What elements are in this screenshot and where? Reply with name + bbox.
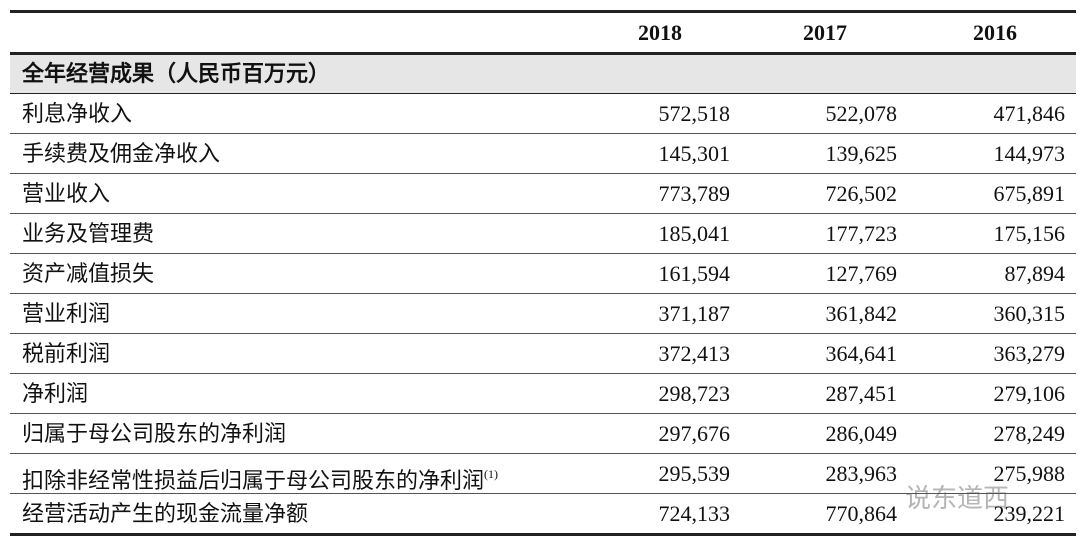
row-label: 营业收入: [22, 174, 110, 214]
row-label: 资产减值损失: [22, 254, 154, 294]
row-label-text: 净利润: [22, 381, 89, 406]
column-header: 2018: [638, 20, 682, 45]
cell-value: 297,676: [658, 421, 731, 446]
cell-value: 773,789: [658, 181, 731, 206]
row-rule: [10, 213, 1076, 214]
row-label: 手续费及佣金净收入: [22, 134, 220, 174]
row-rule: [10, 253, 1076, 254]
cell-value: 371,187: [658, 301, 731, 326]
cell-value: 724,133: [658, 501, 731, 526]
row-label: 净利润: [22, 374, 88, 414]
column-header: 2017: [803, 20, 847, 45]
row-rule: [10, 333, 1076, 334]
bottom-rule: [10, 533, 1076, 536]
cell-value: 87,894: [1004, 261, 1066, 286]
row-label-text: 利息净收入: [22, 101, 133, 126]
row-rule: [10, 373, 1076, 374]
cell-value: 522,078: [825, 101, 898, 126]
cell-value: 127,769: [825, 261, 898, 286]
row-label: 利息净收入: [22, 94, 132, 134]
cell-value: 239,221: [993, 501, 1066, 526]
row-label-text: 手续费及佣金净收入: [22, 141, 221, 166]
header-rule: [10, 52, 1076, 55]
row-label: 税前利润: [22, 334, 110, 374]
cell-value: 283,963: [825, 461, 898, 486]
section-rule: [10, 93, 1076, 94]
cell-value: 361,842: [825, 301, 898, 326]
cell-value: 177,723: [825, 221, 898, 246]
cell-value: 144,973: [993, 141, 1066, 166]
cell-value: 363,279: [993, 341, 1066, 366]
row-label-text: 营业收入: [22, 181, 111, 206]
row-label-text: 扣除非经常性损益后归属于母公司股东的净利润: [22, 468, 485, 493]
cell-value: 275,988: [993, 461, 1066, 486]
row-rule: [10, 413, 1076, 414]
cell-value: 161,594: [658, 261, 731, 286]
section-title: 全年经营成果（人民币百万元）: [22, 61, 331, 86]
row-label-text: 资产减值损失: [22, 261, 155, 286]
row-rule: [10, 493, 1076, 494]
row-label-text: 业务及管理费: [22, 221, 155, 246]
row-label: 经营活动产生的现金流量净额: [22, 494, 308, 534]
cell-value: 279,106: [993, 381, 1066, 406]
cell-value: 278,249: [993, 421, 1066, 446]
row-rule: [10, 173, 1076, 174]
row-rule: [10, 293, 1076, 294]
cell-value: 287,451: [825, 381, 898, 406]
column-header: 2016: [973, 20, 1017, 45]
row-label-text: 经营活动产生的现金流量净额: [22, 501, 309, 526]
row-label: 扣除非经常性损益后归属于母公司股东的净利润(1): [22, 454, 498, 501]
cell-value: 372,413: [658, 341, 731, 366]
row-label-text: 税前利润: [22, 341, 111, 366]
cell-value: 185,041: [658, 221, 731, 246]
cell-value: 286,049: [825, 421, 898, 446]
cell-value: 298,723: [658, 381, 731, 406]
row-label-text: 营业利润: [22, 301, 111, 326]
row-rule: [10, 453, 1076, 454]
cell-value: 360,315: [993, 301, 1066, 326]
cell-value: 770,864: [825, 501, 898, 526]
footnote-mark: (1): [484, 467, 499, 481]
cell-value: 295,539: [658, 461, 731, 486]
row-label-text: 归属于母公司股东的净利润: [22, 421, 287, 446]
cell-value: 471,846: [993, 101, 1066, 126]
cell-value: 175,156: [993, 221, 1066, 246]
row-label: 业务及管理费: [22, 214, 154, 254]
cell-value: 364,641: [825, 341, 898, 366]
top-rule: [10, 10, 1076, 13]
section-background: [10, 55, 1076, 93]
row-rule: [10, 133, 1076, 134]
cell-value: 139,625: [825, 141, 898, 166]
row-label: 归属于母公司股东的净利润: [22, 414, 286, 454]
cell-value: 675,891: [993, 181, 1066, 206]
cell-value: 572,518: [658, 101, 731, 126]
cell-value: 145,301: [658, 141, 731, 166]
watermark: 说东道西: [905, 484, 1010, 514]
cell-value: 726,502: [825, 181, 898, 206]
row-label: 营业利润: [22, 294, 110, 334]
